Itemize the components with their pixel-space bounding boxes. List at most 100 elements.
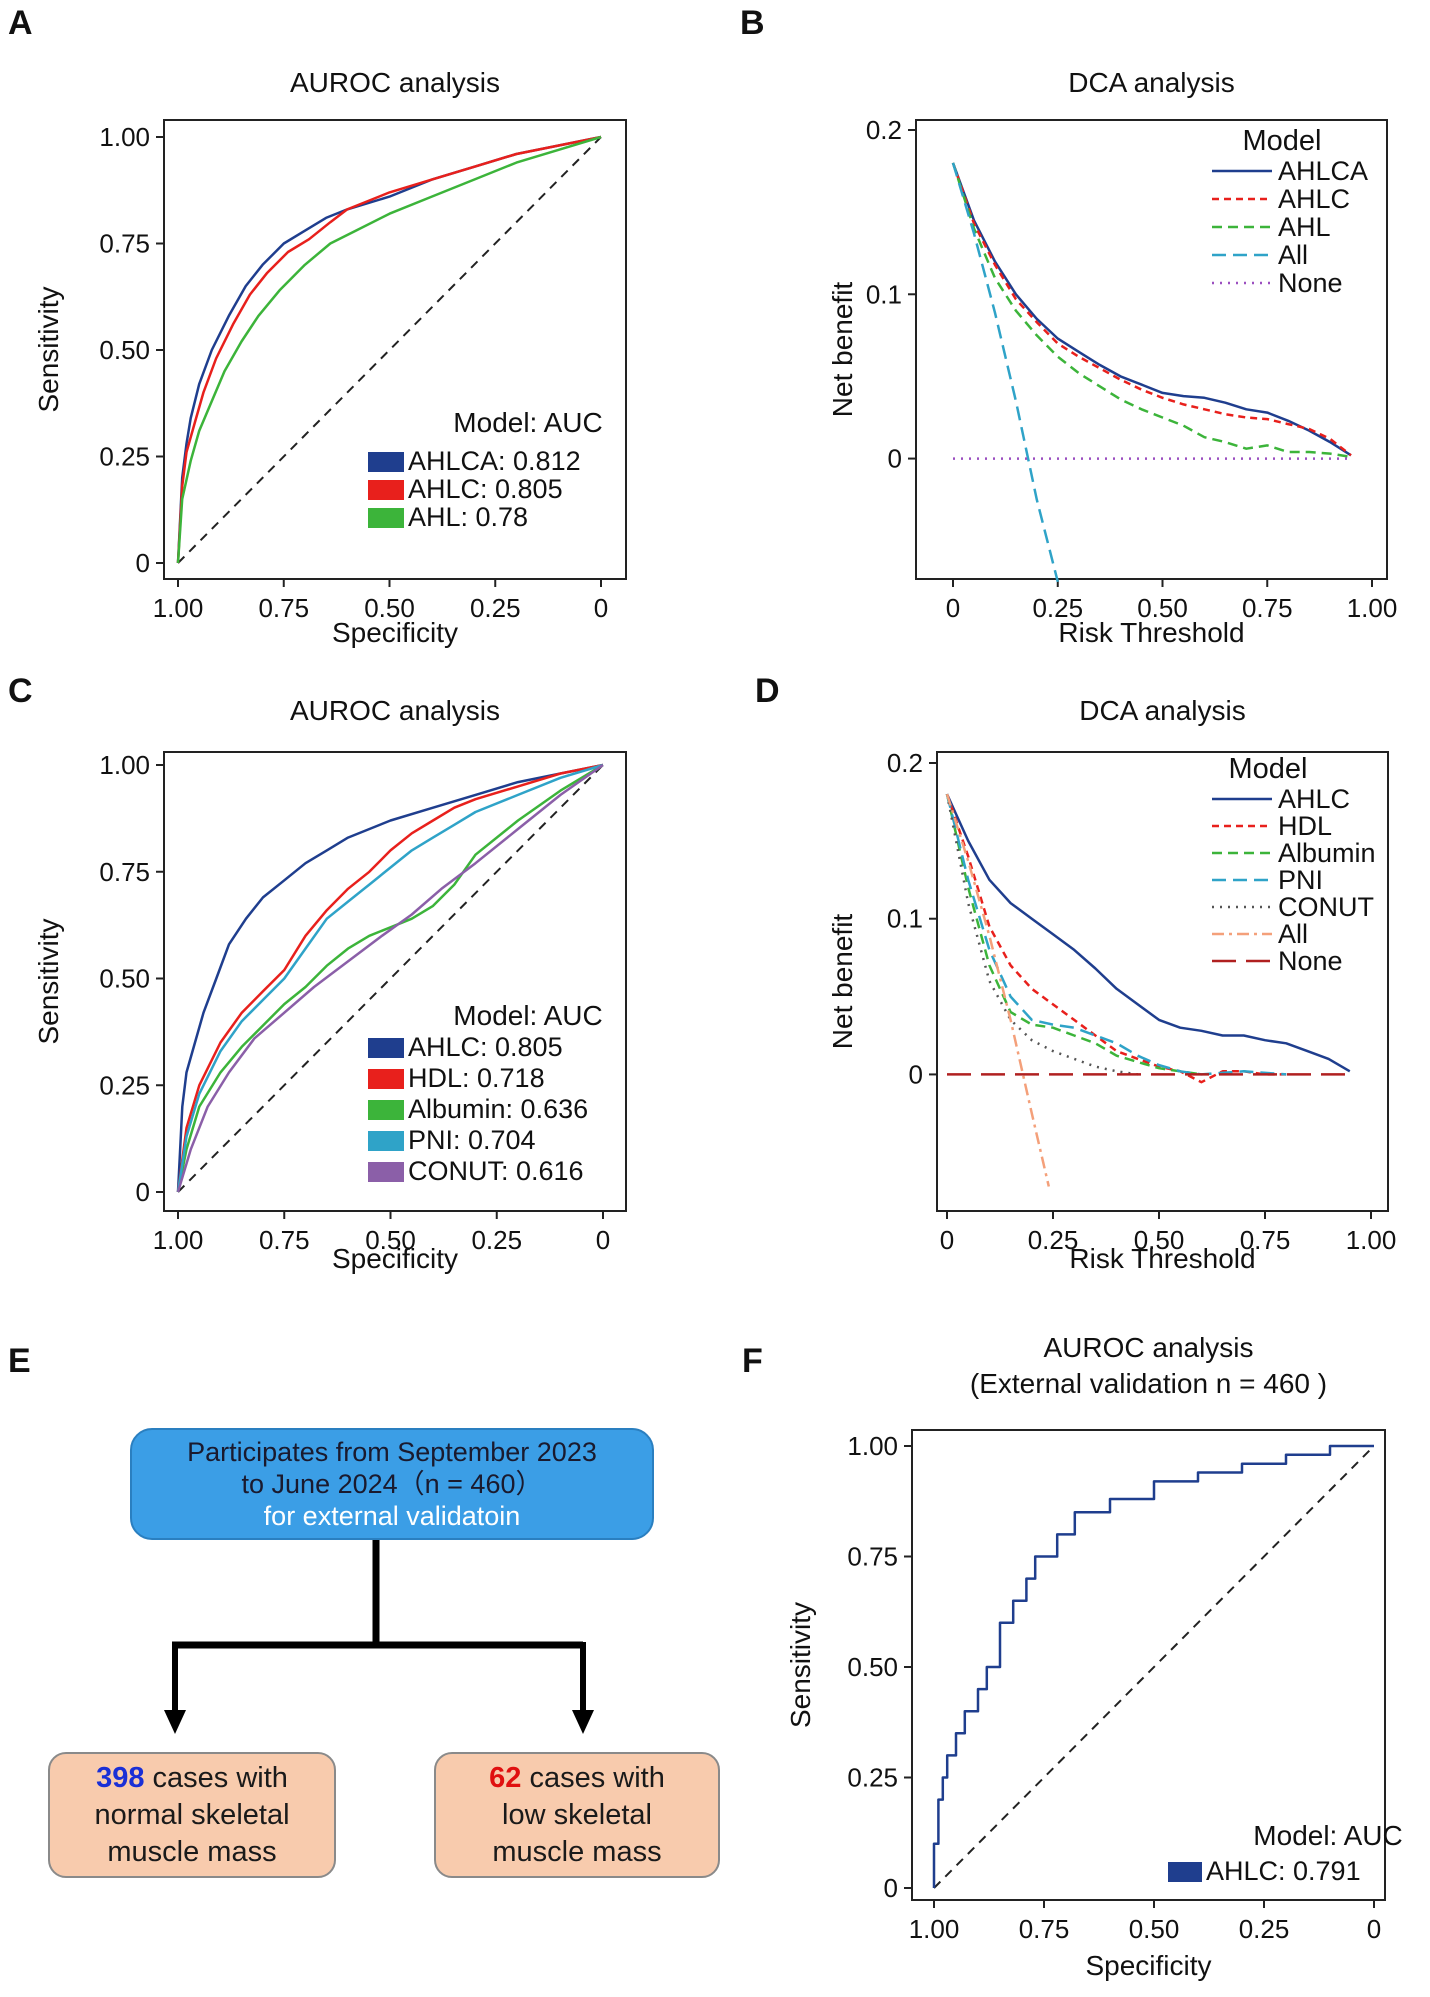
series-line — [945, 793, 1138, 1076]
y-tick-label: 1.00 — [99, 750, 150, 780]
series-line — [176, 135, 602, 564]
chart-title: AUROC analysis — [1043, 1332, 1253, 1363]
legend-title: Model — [1243, 125, 1322, 157]
legend-title: Model: AUC — [453, 1000, 602, 1031]
x-tick-label: 0.50 — [364, 593, 415, 623]
legend-label: AHLCA: 0.812 — [408, 446, 581, 476]
series-line — [176, 763, 604, 1193]
legend-label: HDL: 0.718 — [408, 1063, 545, 1093]
y-tick-label: 0.25 — [847, 1763, 898, 1793]
x-tick-label: 0 — [594, 593, 608, 623]
reference-diagonal — [177, 764, 604, 1193]
x-tick-label: 0.25 — [1028, 1225, 1079, 1255]
y-tick-label: 0.25 — [99, 442, 150, 472]
panel-label-d: D — [755, 672, 780, 710]
normal-text-1: cases with — [144, 1761, 288, 1794]
arrow-down-icon — [164, 1710, 186, 1734]
legend-label: None — [1278, 946, 1343, 976]
legend-label: AHLC: 0.805 — [408, 1032, 563, 1062]
series-line — [176, 763, 604, 1193]
x-tick-label: 0.25 — [1032, 593, 1083, 623]
series-line — [176, 763, 604, 1193]
x-tick-label: 0 — [940, 1225, 954, 1255]
low-line-2: low skeletal — [502, 1798, 652, 1831]
plot-frame — [911, 1429, 1386, 1901]
y-axis-label: Net benefit — [827, 914, 858, 1050]
legend-label: HDL — [1278, 811, 1332, 841]
arrow-down-icon — [572, 1710, 594, 1734]
x-tick-label: 0.75 — [259, 1225, 310, 1255]
legend-swatch — [368, 480, 404, 500]
series-line — [945, 793, 1202, 1076]
low-line-1: 62 cases with — [489, 1760, 665, 1797]
x-axis-label: Specificity — [332, 1243, 458, 1274]
x-axis-label: Risk Threshold — [1069, 1243, 1255, 1274]
x-tick-label: 0.25 — [470, 593, 521, 623]
y-tick-label: 0.50 — [847, 1652, 898, 1682]
x-tick-label: 0.50 — [1137, 593, 1188, 623]
y-axis-label: Sensitivity — [33, 286, 64, 412]
low-text-1: cases with — [521, 1761, 665, 1794]
series-line — [951, 162, 1352, 457]
legend-label: AHLC — [1278, 184, 1350, 214]
legend-label: All — [1278, 240, 1308, 270]
flowchart-participants-box: Participates from September 2023 to June… — [130, 1428, 654, 1540]
x-tick-label: 0.50 — [365, 1225, 416, 1255]
legend-swatch — [368, 1162, 404, 1182]
reference-diagonal — [177, 136, 602, 564]
x-tick-label: 0 — [946, 593, 960, 623]
low-line-3: muscle mass — [492, 1835, 662, 1868]
legend-label: CONUT: 0.616 — [408, 1156, 584, 1186]
series-line — [951, 162, 1060, 583]
x-tick-label: 0.25 — [1239, 1914, 1290, 1944]
normal-line-1: 398 cases with — [96, 1760, 288, 1797]
participants-line-3: for external validatoin — [263, 1501, 521, 1531]
panel-label-a: A — [8, 4, 33, 42]
y-tick-label: 0 — [888, 444, 902, 474]
legend-title: Model: AUC — [453, 407, 602, 438]
x-tick-label: 0.75 — [1242, 593, 1293, 623]
y-tick-label: 0.50 — [99, 964, 150, 994]
x-tick-label: 0.50 — [1129, 1914, 1180, 1944]
chart-panel-b: DCA analysis Risk Threshold Net benefit 0 0.… — [827, 67, 1397, 648]
x-tick-label: 0.50 — [1134, 1225, 1185, 1255]
reference-diagonal — [933, 1445, 1375, 1889]
legend-label: PNI: 0.704 — [408, 1125, 536, 1155]
legend-label: Albumin — [1278, 838, 1376, 868]
y-tick-label: 0.50 — [99, 335, 150, 365]
x-tick-label: 0 — [1367, 1914, 1381, 1944]
x-axis-label: Specificity — [332, 617, 458, 648]
series-line — [945, 793, 1287, 1084]
y-tick-label: 0.1 — [866, 279, 902, 309]
chart-title: AUROC analysis — [290, 695, 500, 726]
panel-label-c: C — [8, 672, 33, 710]
chart-panel-d: DCA analysis Risk Threshold Net benefit 0 0.… — [827, 695, 1396, 1274]
x-tick-label: 0.75 — [1240, 1225, 1291, 1255]
plot-frame — [936, 751, 1389, 1212]
y-tick-label: 0.75 — [99, 229, 150, 259]
legend-label: PNI — [1278, 865, 1323, 895]
legend-label: AHL — [1278, 212, 1331, 242]
legend-title: Model — [1229, 753, 1308, 785]
legend-swatch — [368, 452, 404, 472]
y-tick-label: 0 — [909, 1059, 923, 1089]
x-axis-label: Specificity — [1085, 1950, 1211, 1981]
y-tick-label: 0 — [136, 548, 150, 578]
normal-line-3: muscle mass — [107, 1835, 277, 1868]
legend-title: Model: AUC — [1253, 1820, 1402, 1851]
series-line — [951, 162, 1352, 457]
participants-line-1: Participates from September 2023 — [187, 1437, 597, 1467]
legend-swatch — [368, 1069, 404, 1089]
plot-frame — [163, 751, 627, 1212]
y-axis-label: Sensitivity — [785, 1602, 816, 1728]
legend-label: AHL: 0.78 — [408, 502, 528, 532]
x-tick-label: 1.00 — [1347, 593, 1398, 623]
x-tick-label: 0 — [596, 1225, 610, 1255]
panel-label-e: E — [8, 1342, 31, 1380]
panel-label-b: B — [740, 4, 765, 42]
series-line — [176, 763, 604, 1193]
y-axis-label: Sensitivity — [33, 918, 64, 1044]
legend-label: AHLC: 0.791 — [1206, 1856, 1361, 1886]
